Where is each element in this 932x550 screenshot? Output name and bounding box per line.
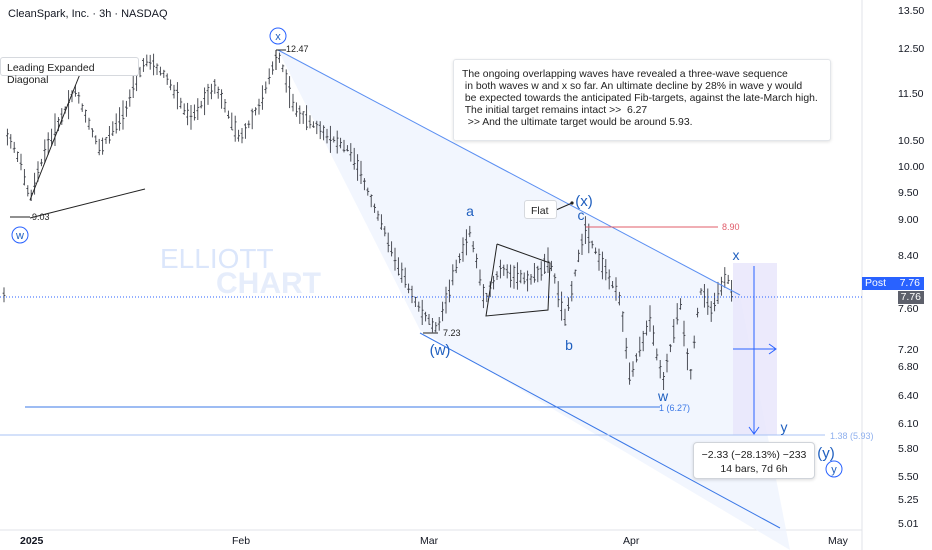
note-line-3: be expected towards the anticipated Fib-… bbox=[462, 93, 818, 104]
note-line-6: >> And the ultimate target would be arou… bbox=[462, 117, 693, 128]
wave-c-label: c bbox=[578, 207, 585, 223]
wave-w-small-label: w bbox=[657, 388, 669, 404]
y-tick-label: 10.50 bbox=[898, 135, 924, 147]
flat-callout-pointer bbox=[555, 202, 573, 211]
note-line-1: The ongoing overlapping waves have revea… bbox=[462, 69, 788, 80]
x-tick-label: 2025 bbox=[20, 535, 44, 547]
y-axis-ticks: 13.50 12.50 11.50 10.50 10.00 9.50 9.00 8.40 7.6… bbox=[898, 5, 924, 530]
wave-w-paren-label: (w) bbox=[430, 342, 451, 359]
y-tick-label: 5.25 bbox=[898, 494, 919, 506]
post-price-tag-value: 7.76 bbox=[899, 277, 920, 289]
watermark-line-1: ELLIOTT bbox=[160, 243, 274, 274]
y-tick-label: 7.20 bbox=[898, 344, 919, 356]
watermark-line-2: CHART bbox=[216, 267, 321, 300]
wave-y-circle-label: y bbox=[831, 464, 837, 476]
wave-x-circle-label: x bbox=[275, 31, 281, 43]
last-price-tag-value: 7.76 bbox=[900, 291, 921, 303]
x-tick-label: Apr bbox=[623, 535, 640, 547]
x-tick-label: Mar bbox=[420, 535, 439, 547]
measurement-box: −2.33 (−28.13%) −233 14 bars, 7d 6h bbox=[693, 442, 815, 479]
level-7-23-label: 7.23 bbox=[443, 328, 461, 338]
wave-x-circle bbox=[269, 27, 287, 45]
level-8-90-label: 8.90 bbox=[722, 222, 740, 232]
y-tick-label: 11.50 bbox=[898, 88, 924, 100]
level-9-03-label: 9.03 bbox=[32, 212, 50, 222]
chart-title: CleanSpark, Inc. · 3h · NASDAQ bbox=[8, 8, 168, 20]
y-tick-label: 5.80 bbox=[898, 443, 919, 455]
x-tick-label: Feb bbox=[232, 535, 250, 547]
wave-y-small-label: y bbox=[781, 419, 788, 435]
analysis-note: The ongoing overlapping waves have revea… bbox=[453, 59, 831, 141]
diagonal-upper-line bbox=[29, 83, 77, 201]
leading-diagonal-text: Leading Expanded Diagonal bbox=[7, 62, 95, 86]
post-price-tag-label: Post bbox=[865, 277, 887, 289]
y-tick-label: 6.10 bbox=[898, 418, 919, 430]
note-line-2: in both waves w and x so far. An ultimat… bbox=[462, 81, 803, 92]
y-tick-label: 9.00 bbox=[898, 214, 919, 226]
wave-a-label: a bbox=[466, 203, 474, 219]
note-line-5: The initial target remains intact >> 6.2… bbox=[462, 105, 648, 116]
wave-w-circle bbox=[11, 226, 29, 244]
fib-target-138-label: 1.38 (5.93) bbox=[830, 431, 874, 441]
wave-y-circle bbox=[825, 460, 843, 478]
wave-x-paren-label: (x) bbox=[575, 193, 593, 210]
projection-down-arrowhead bbox=[748, 426, 760, 435]
fib-target-1-label: 1 (6.27) bbox=[659, 403, 690, 413]
x-tick-label: May bbox=[828, 535, 849, 547]
leading-diagonal-callout: Leading Expanded Diagonal bbox=[0, 57, 139, 86]
wave-y-paren-label: (y) bbox=[817, 445, 835, 462]
y-tick-label: 5.01 bbox=[898, 518, 919, 530]
y-tick-label: 5.50 bbox=[898, 471, 919, 483]
measurement-change: −2.33 (−28.13%) −233 bbox=[701, 449, 807, 461]
measurement-duration: 14 bars, 7d 6h bbox=[720, 463, 788, 475]
y-tick-label: 6.40 bbox=[898, 390, 919, 402]
y-tick-label: 10.00 bbox=[898, 161, 924, 173]
last-price-tag: 7.76 bbox=[898, 291, 924, 304]
channel-upper-line bbox=[277, 49, 741, 296]
flat-callout-dot bbox=[570, 201, 574, 205]
channel-lower-line bbox=[419, 332, 781, 529]
channel-fill bbox=[278, 50, 790, 550]
flat-callout: Flat bbox=[524, 200, 557, 219]
y-tick-label: 9.50 bbox=[898, 187, 919, 199]
wave-b-label: b bbox=[565, 337, 573, 353]
y-tick-label: 7.60 bbox=[898, 303, 919, 315]
projection-right-arrowhead bbox=[768, 343, 777, 355]
y-tick-label: 13.50 bbox=[898, 5, 924, 17]
level-12-47-label: 12.47 bbox=[286, 44, 309, 54]
y-tick-label: 12.50 bbox=[898, 43, 924, 55]
y-tick-label: 6.80 bbox=[898, 361, 919, 373]
x-axis-ticks: 2025 Feb Mar Apr May bbox=[20, 535, 849, 547]
wave-w-circle-label: w bbox=[15, 230, 24, 242]
post-price-tag: Post 7.76 bbox=[862, 277, 924, 290]
triangle-pattern bbox=[485, 243, 551, 317]
diagonal-lower-line bbox=[29, 188, 146, 219]
y-tick-label: 8.40 bbox=[898, 250, 919, 262]
wave-x-small-label: x bbox=[733, 247, 740, 263]
flat-text: Flat bbox=[531, 205, 549, 217]
candles-group bbox=[2, 52, 733, 390]
